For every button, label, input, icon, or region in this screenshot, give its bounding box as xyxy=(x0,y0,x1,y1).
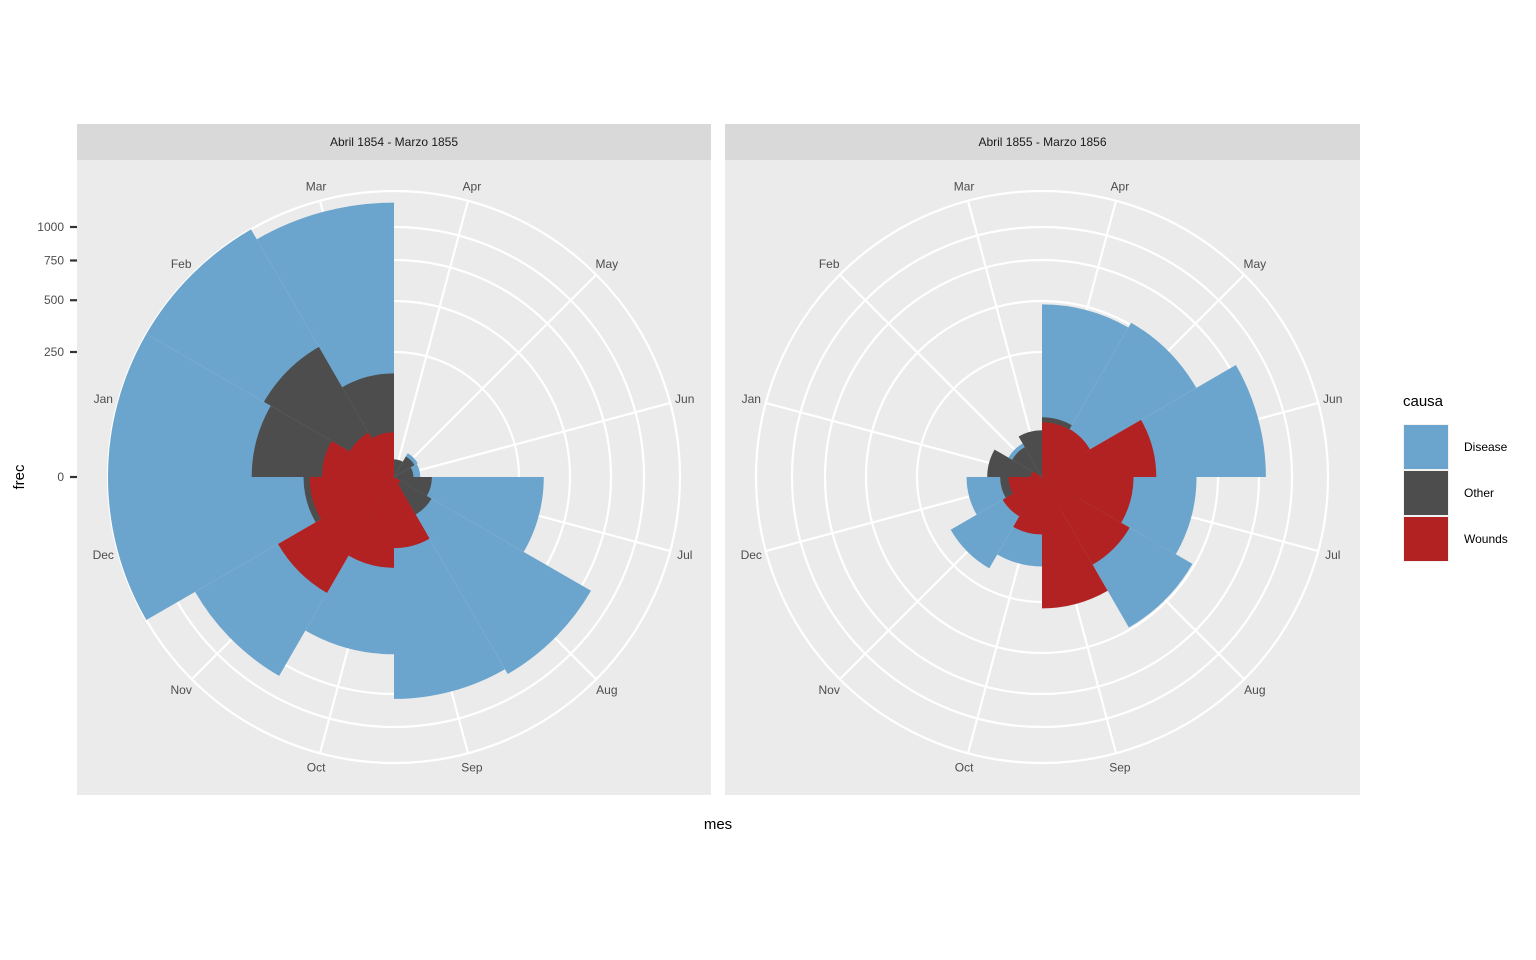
wedge-other xyxy=(987,449,1042,477)
month-tick-label: Nov xyxy=(818,683,839,697)
wedge-wounds xyxy=(321,440,394,477)
month-tick-label: Dec xyxy=(93,548,114,562)
legend-swatch xyxy=(1404,471,1448,515)
month-tick-label: Nov xyxy=(170,683,191,697)
wedge-layer xyxy=(950,304,1266,628)
facet-panel: Abril 1855 - Marzo 1856 Jan Feb Mar Apr May Ju… xyxy=(725,124,1360,795)
y-tick-label: 0 xyxy=(57,470,64,484)
month-tick-label: Mar xyxy=(954,179,975,193)
wedge-wounds xyxy=(371,432,394,477)
grid-spoke xyxy=(393,401,671,479)
wedge-wounds xyxy=(394,477,401,484)
legend-swatch xyxy=(1404,517,1448,561)
legend-swatch xyxy=(1404,425,1448,469)
grid-circle xyxy=(790,225,1294,729)
y-tick-label: 750 xyxy=(44,253,64,267)
wedge-wounds xyxy=(1002,477,1042,517)
y-tick-label: 500 xyxy=(44,293,64,307)
wedge-layer xyxy=(108,202,592,699)
legend-label: Disease xyxy=(1464,440,1508,454)
legend: causa Disease Other Wounds xyxy=(1403,393,1508,562)
facet-strip-label: Abril 1855 - Marzo 1856 xyxy=(978,135,1106,149)
grid-spoke xyxy=(392,200,470,478)
wedge-wounds xyxy=(1042,422,1070,477)
wedge-wounds xyxy=(278,477,394,593)
month-tick-label: Jul xyxy=(677,548,692,562)
month-tick-label: Apr xyxy=(1111,179,1130,193)
month-tick-label: Sep xyxy=(461,761,483,775)
month-tick-label: Feb xyxy=(819,257,840,271)
y-tick-label: 250 xyxy=(44,345,64,359)
wedge-other xyxy=(1012,447,1042,477)
wedge-wounds xyxy=(1008,477,1042,494)
month-tick-label: Jun xyxy=(675,392,694,406)
month-tick-label: Sep xyxy=(1109,761,1131,775)
wedge-disease xyxy=(394,477,544,552)
legend-label: Other xyxy=(1464,486,1494,500)
month-tick-label: Jul xyxy=(1325,548,1340,562)
wedge-other xyxy=(394,477,432,515)
wedge-other xyxy=(394,467,414,477)
wedge-wounds xyxy=(1042,429,1090,477)
wedge-wounds xyxy=(349,432,394,477)
grid-spoke xyxy=(966,200,1044,478)
month-tick-label: May xyxy=(1244,257,1267,271)
x-axis-title: mes xyxy=(704,816,732,833)
wedge-other xyxy=(394,459,403,477)
grid-spoke xyxy=(838,273,1043,478)
wedge-wounds xyxy=(1013,477,1042,535)
grid-spoke xyxy=(393,273,598,478)
month-tick-label: Aug xyxy=(1244,683,1265,697)
y-tick-label: 1000 xyxy=(37,220,64,234)
wedge-wounds xyxy=(1030,471,1042,477)
month-tick-label: Jan xyxy=(742,392,761,406)
wedge-disease xyxy=(394,477,592,675)
facet-strip-label: Abril 1854 - Marzo 1855 xyxy=(330,135,458,149)
wedge-wounds xyxy=(1042,477,1130,565)
facet-panel: Abril 1854 - Marzo 1855 Jan Feb Mar Apr May Ju… xyxy=(77,124,711,795)
month-tick-label: Apr xyxy=(463,179,482,193)
y-axis-title: frec xyxy=(11,464,28,490)
month-tick-label: Oct xyxy=(955,761,974,775)
wedge-wounds xyxy=(1042,477,1134,523)
legend-label: Wounds xyxy=(1464,532,1508,546)
wedge-wounds xyxy=(1042,477,1108,609)
month-tick-label: Aug xyxy=(596,683,617,697)
wedge-wounds xyxy=(348,477,394,568)
month-tick-label: Jun xyxy=(1323,392,1342,406)
wedge-wounds xyxy=(309,477,394,520)
wedge-other xyxy=(1018,430,1042,477)
wedge-wounds xyxy=(394,477,430,549)
facet-strip xyxy=(77,124,711,160)
wedge-other xyxy=(394,456,415,477)
month-tick-label: May xyxy=(596,257,619,271)
month-tick-label: Jan xyxy=(94,392,113,406)
month-tick-label: Dec xyxy=(741,548,762,562)
legend-title: causa xyxy=(1403,393,1444,410)
month-tick-label: Mar xyxy=(306,179,327,193)
panel-layer: Abril 1854 - Marzo 1855 Jan Feb Mar Apr May Ju… xyxy=(77,124,1360,795)
month-tick-label: Feb xyxy=(171,257,192,271)
grid-circle xyxy=(754,189,1330,765)
month-tick-label: Oct xyxy=(307,761,326,775)
wedge-other xyxy=(394,477,432,496)
y-axis: 0 250 500 750 1000 xyxy=(37,220,77,484)
facet-strip xyxy=(725,124,1360,160)
wedge-wounds xyxy=(1042,419,1157,477)
